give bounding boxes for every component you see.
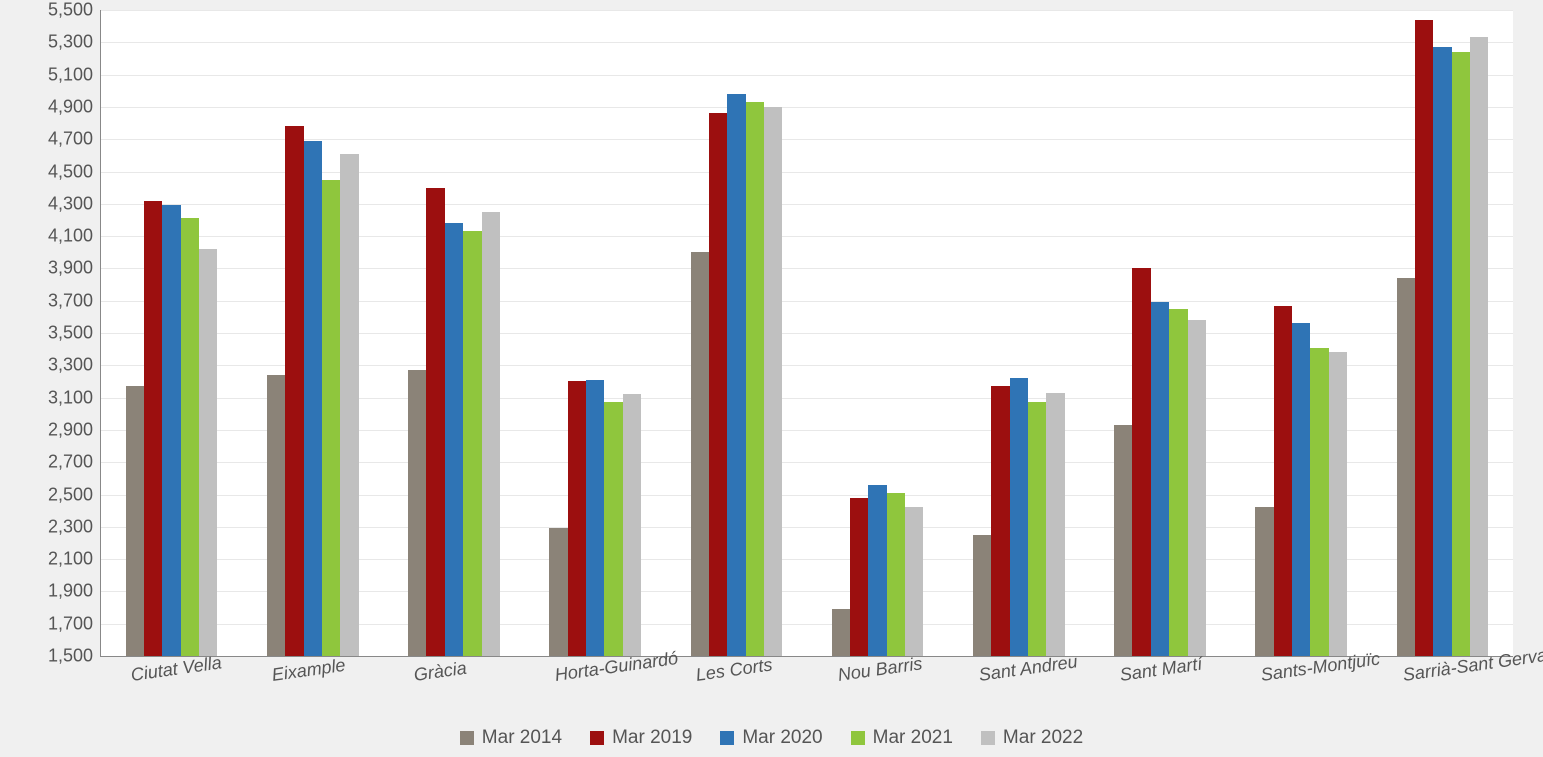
legend-swatch [981,731,995,745]
bar [1452,52,1470,656]
legend-item: Mar 2022 [981,727,1083,749]
bar [709,113,727,656]
legend-swatch [590,731,604,745]
bar [162,205,180,656]
bar [322,180,340,656]
legend-swatch [851,731,865,745]
bar [549,528,567,656]
bar [746,102,764,656]
bar [850,498,868,656]
y-tick-label: 2,700 [48,452,101,473]
bar [727,94,745,656]
bar [1415,20,1433,656]
legend-item: Mar 2021 [851,727,953,749]
bar [973,535,991,656]
legend-label: Mar 2019 [612,727,692,749]
bar [832,609,850,656]
y-tick-label: 4,100 [48,226,101,247]
bar [1114,425,1132,656]
bar [126,386,144,656]
legend-item: Mar 2019 [590,727,692,749]
legend-label: Mar 2020 [742,727,822,749]
bar [887,493,905,656]
bar [304,141,322,656]
y-tick-label: 1,700 [48,613,101,634]
bar [868,485,886,656]
bar [1151,302,1169,656]
x-tick-label: Sant Martí [1119,654,1204,686]
bar [1028,402,1046,656]
bars-layer [101,10,1513,656]
legend-item: Mar 2014 [460,727,562,749]
y-tick-label: 3,300 [48,355,101,376]
bar [991,386,1009,656]
y-tick-label: 5,300 [48,32,101,53]
bar [1329,352,1347,656]
y-tick-label: 5,500 [48,0,101,21]
chart-container: 1,500 1,700 1,900 2,100 2,300 2,500 2,700 2,900… [0,0,1543,757]
legend-item: Mar 2020 [720,727,822,749]
legend: Mar 2014 Mar 2019 Mar 2020 Mar 2021 Mar 2022 [0,727,1543,749]
x-tick-label: Nou Barris [836,653,923,686]
bar [340,154,358,656]
legend-label: Mar 2014 [482,727,562,749]
y-tick-label: 1,500 [48,646,101,667]
legend-label: Mar 2022 [1003,727,1083,749]
y-tick-label: 3,100 [48,387,101,408]
bar [1188,320,1206,656]
bar [691,252,709,656]
x-tick-label: Gràcia [412,658,467,686]
y-tick-label: 4,300 [48,193,101,214]
y-tick-label: 1,900 [48,581,101,602]
bar [1292,323,1310,656]
legend-swatch [460,731,474,745]
plot-area: 1,5001,7001,9002,1002,3002,5002,7002,900… [100,10,1513,657]
bar [463,231,481,656]
bar [1433,47,1451,656]
bar [199,249,217,656]
bar [1046,393,1064,656]
y-tick-label: 2,100 [48,549,101,570]
y-tick-label: 2,500 [48,484,101,505]
y-tick-label: 4,900 [48,96,101,117]
bar [586,380,604,656]
bar [604,402,622,656]
bar [1470,37,1488,656]
bar [1255,507,1273,656]
legend-swatch [720,731,734,745]
bar [408,370,426,656]
bar [285,126,303,656]
bar [482,212,500,656]
bar [181,218,199,656]
bar [1169,309,1187,656]
y-tick-label: 2,900 [48,419,101,440]
y-tick-label: 2,300 [48,516,101,537]
y-tick-label: 4,700 [48,129,101,150]
y-tick-label: 5,100 [48,64,101,85]
x-tick-label: Eixample [271,655,347,686]
bar [764,107,782,656]
bar [1132,268,1150,656]
y-tick-label: 3,700 [48,290,101,311]
x-tick-label: Ciutat Vella [130,652,223,686]
legend-label: Mar 2021 [873,727,953,749]
bar [905,507,923,656]
bar [623,394,641,656]
bar [1274,306,1292,656]
y-tick-label: 3,900 [48,258,101,279]
bar [568,381,586,656]
bar [445,223,463,656]
y-tick-label: 4,500 [48,161,101,182]
bar [1010,378,1028,656]
bar [1397,278,1415,656]
bar [1310,348,1328,656]
bar [267,375,285,656]
y-tick-label: 3,500 [48,323,101,344]
bar [144,201,162,656]
x-tick-label: Les Corts [695,654,774,686]
bar [426,188,444,656]
x-tick-label: Sant Andreu [977,651,1078,686]
